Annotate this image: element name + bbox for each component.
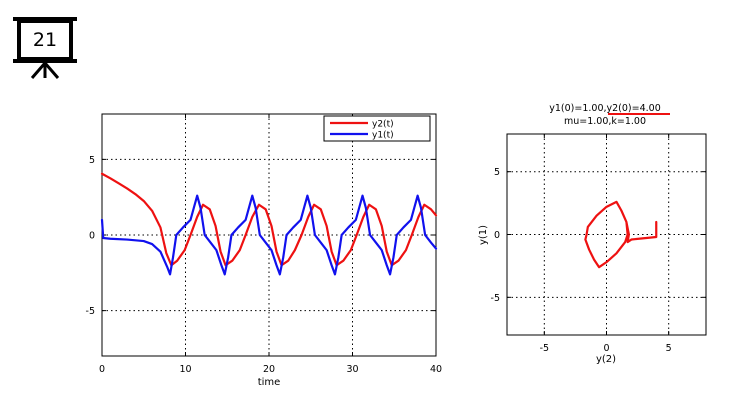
x-tick-label: 0 [99, 364, 105, 375]
y-axis-label: y(1) [478, 225, 489, 245]
legend: y2(t) y1(t) [323, 115, 431, 142]
series-line-phase-trajectory [584, 200, 658, 269]
x-tick-label: 20 [263, 364, 275, 375]
chart-title: y1(0)=1.00,y2(0)=4.00 [549, 103, 661, 114]
tick-labels: 0 10 20 30 40 -5 0 5 [86, 155, 443, 375]
x-tick-label: 5 [666, 343, 672, 354]
x-tick-label: 30 [346, 364, 358, 375]
chart-subtitle: mu=1.00,k=1.00 [564, 116, 646, 127]
slide-number: 21 [32, 29, 58, 51]
y-tick-label: 0 [89, 231, 95, 242]
y-tick-label: 5 [89, 155, 95, 166]
series-group [584, 200, 658, 269]
y-tick-label: 0 [494, 230, 500, 241]
y-tick-label: -5 [86, 306, 95, 317]
series-group [100, 172, 438, 276]
y-tick-label: -5 [491, 293, 500, 304]
x-tick-label: 10 [179, 364, 191, 375]
legend-label-y1: y1(t) [372, 131, 394, 141]
presentation-board-icon [13, 17, 77, 79]
x-axis-label: time [258, 377, 281, 388]
series-line-y2t [100, 172, 438, 267]
x-tick-label: 40 [430, 364, 442, 375]
x-axis-label: y(2) [596, 354, 616, 365]
y-tick-label: 5 [494, 167, 500, 178]
series-line-y1t [100, 194, 438, 276]
x-tick-label: -5 [540, 343, 549, 354]
grid [507, 134, 706, 335]
tick-labels: -5 0 5 -5 0 5 [491, 167, 672, 354]
x-tick-label: 0 [603, 343, 609, 354]
legend-label-y2: y2(t) [372, 120, 394, 130]
